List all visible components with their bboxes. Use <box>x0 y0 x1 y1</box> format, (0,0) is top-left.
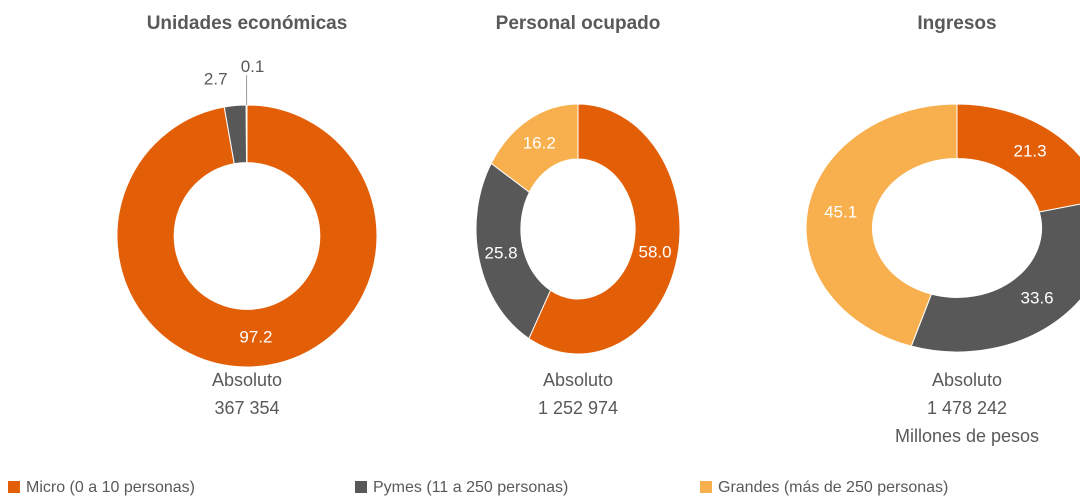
legend-label: Pymes (11 a 250 personas) <box>373 479 568 496</box>
total-value: 1 478 242 <box>927 398 1007 418</box>
data-label: 16.2 <box>523 133 556 152</box>
legend-swatch <box>700 481 712 493</box>
donut-segment <box>490 103 579 193</box>
total-label: Absoluto <box>212 370 282 390</box>
donut-segment <box>528 103 681 355</box>
legend-label: Grandes (más de 250 personas) <box>718 479 948 496</box>
total-label: Absoluto <box>543 370 613 390</box>
chart-title: Personal ocupado <box>496 13 661 34</box>
donut-segment <box>805 103 958 347</box>
data-label: 2.7 <box>204 69 228 88</box>
data-label: 33.6 <box>1021 288 1054 307</box>
donut-segment <box>910 203 1080 353</box>
donut-segment <box>475 162 552 340</box>
data-label: 0.1 <box>241 57 265 76</box>
chart-title: Ingresos <box>917 13 996 34</box>
legend-swatch <box>355 481 367 493</box>
data-label: 58.0 <box>639 243 672 262</box>
legend-swatch <box>8 481 20 493</box>
donut-segment <box>956 103 1080 213</box>
total-value: 1 252 974 <box>538 398 618 418</box>
data-label: 25.8 <box>485 243 518 262</box>
data-label: 21.3 <box>1014 142 1047 161</box>
chart-title: Unidades económicas <box>147 13 348 34</box>
data-label: 45.1 <box>824 203 857 222</box>
legend-label: Micro (0 a 10 personas) <box>26 479 195 496</box>
data-label: 97.2 <box>239 327 272 346</box>
donut-segment <box>245 104 248 164</box>
donut-segment <box>116 104 378 368</box>
total-label: Absoluto <box>932 370 1002 390</box>
unit-label: Millones de pesos <box>895 426 1039 446</box>
total-value: 367 354 <box>214 398 279 418</box>
